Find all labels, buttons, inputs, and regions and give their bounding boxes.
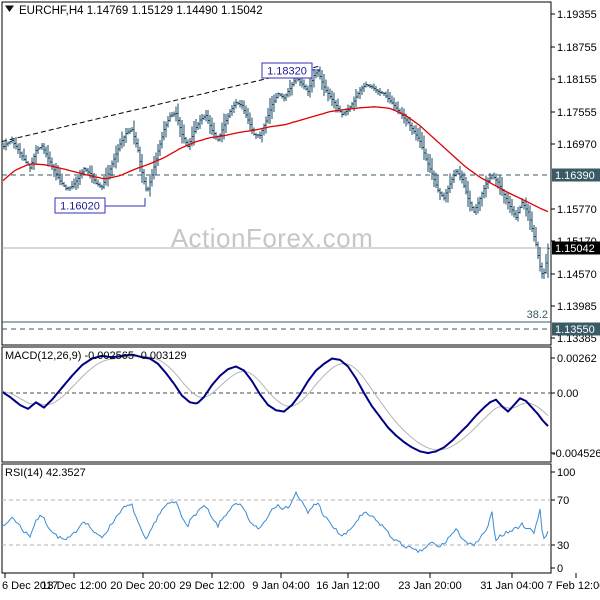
callout-text-1: 1.16020 <box>60 201 100 213</box>
time-axis-label: 29 Dec 12:00 <box>179 580 244 592</box>
price-bars <box>3 66 550 280</box>
rsi-panel-border <box>1 463 552 574</box>
time-axis-label: 6 Dec 2017 <box>2 580 58 592</box>
time-axis-label: 20 Dec 20:00 <box>110 580 175 592</box>
resistance-level-axis-label-bg <box>552 168 600 182</box>
fib-38-2-level-label: 38.2 <box>527 309 548 321</box>
callout-box-0 <box>261 62 313 79</box>
callout-leader <box>105 198 146 207</box>
time-axis-label: 9 Jan 04:00 <box>252 580 310 592</box>
price-axis-label: 1.18155 <box>557 74 597 86</box>
rsi-axis-label: 0 <box>557 563 563 575</box>
rsi-axis-label: 100 <box>557 467 575 479</box>
macd-axis-label: 0.00262 <box>557 353 597 365</box>
price-axis-label: 1.18755 <box>557 42 597 54</box>
macd-signal-line <box>3 355 549 451</box>
price-axis-label: 1.13985 <box>557 301 597 313</box>
macd-axis-label: -0.004526 <box>552 448 600 460</box>
resistance-level-axis-label: 1.16390 <box>555 170 595 182</box>
time-axis-label: 13 Dec 12:00 <box>41 580 106 592</box>
price-axis-label: 1.14570 <box>557 269 597 281</box>
callout-text-0: 1.18320 <box>267 66 307 78</box>
rsi-axis-label: 30 <box>557 540 569 552</box>
rsi-axis-label: 70 <box>557 495 569 507</box>
current-price-axis-label-bg <box>552 241 600 255</box>
price-panel-border <box>1 1 552 346</box>
macd-panel-border <box>1 346 552 463</box>
ma-line <box>3 106 549 213</box>
macd-label: MACD(12,26,9) -0.002565 -0.003129 <box>5 350 187 362</box>
rsi-label: RSI(14) 42.3527 <box>5 467 86 479</box>
macd-line <box>3 353 549 455</box>
price-axis-label: 1.15770 <box>557 204 597 216</box>
callout-box-1 <box>54 197 106 214</box>
current-price-axis-label: 1.15042 <box>555 243 595 255</box>
chart-legend: EURCHF,H4 1.14769 1.15129 1.14490 1.1504… <box>19 5 263 17</box>
support-level-axis-label-bg <box>552 322 600 336</box>
support-level-axis-label: 1.13550 <box>555 324 595 336</box>
price-axis-label: 1.19355 <box>557 9 597 21</box>
macd-axis-label: 0.00 <box>557 388 578 400</box>
price-axis-label: 1.17555 <box>557 107 597 119</box>
rsi-line <box>3 491 549 554</box>
symbol-dropdown-icon <box>5 5 14 12</box>
price-axis-label: 1.13385 <box>557 333 597 345</box>
time-axis-label: 16 Jan 12:00 <box>316 580 380 592</box>
time-axis-label: 31 Jan 04:00 <box>480 580 544 592</box>
time-axis-label: 23 Jan 20:00 <box>398 580 462 592</box>
time-axis-label: 7 Feb 12:00 <box>547 580 600 592</box>
price-axis-label: 1.16970 <box>557 139 597 151</box>
rising-trendline <box>1 65 321 142</box>
